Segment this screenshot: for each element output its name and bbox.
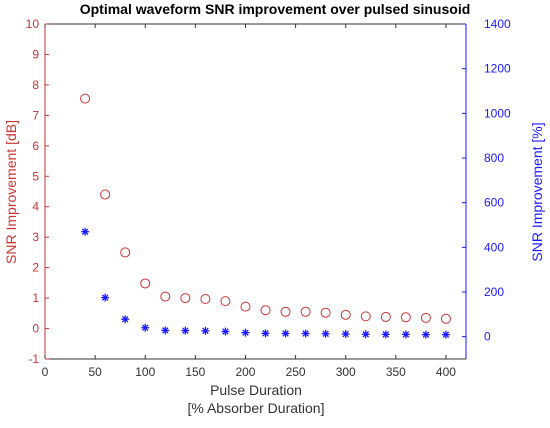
data-point-db [260,305,271,316]
y-tick-label-right: 1000 [484,106,511,120]
y-tick-label-left: 9 [32,47,39,61]
y-axis-label-right: SNR Improvement [%] [529,122,545,261]
data-point-percent [341,329,350,338]
data-point-percent [241,328,250,337]
y-tick-label-right: 800 [484,151,504,165]
y-tick-label-left: 3 [32,230,39,244]
x-tick-label: 50 [88,365,102,379]
data-point-db [320,307,331,318]
plot-area [45,24,466,359]
data-point-db [420,312,431,323]
data-point-db [440,313,451,324]
data-point-percent [141,323,150,332]
data-point-db [400,312,411,323]
y-tick-label-left: 4 [32,200,39,214]
data-point-db [340,309,351,320]
data-point-db [100,189,111,200]
data-point-percent [381,330,390,339]
data-point-percent [401,330,410,339]
y-tick-label-left: 7 [32,108,39,122]
y-tick-label-right: 200 [484,285,504,299]
data-point-db [240,301,251,312]
y-tick-label-left: 10 [26,17,40,31]
y-tick-label-left: -1 [28,352,39,366]
data-point-percent [101,293,110,302]
data-point-db [360,311,371,322]
x-axis-label: Pulse Duration [210,382,302,398]
x-tick-label: 350 [386,365,406,379]
data-point-db [180,293,191,304]
x-tick-label: 250 [286,365,306,379]
x-axis-label-unit: [% Absorber Duration] [188,400,325,416]
data-point-db [120,247,131,258]
data-point-db [160,291,171,302]
y-tick-label-right: 1200 [484,62,511,76]
x-tick-label: 0 [42,365,49,379]
data-point-percent [201,326,210,335]
y-tick-label-right: 0 [484,330,491,344]
data-point-db [280,306,291,317]
data-point-db [200,294,211,305]
chart-title: Optimal waveform SNR improvement over pu… [80,1,471,17]
y-tick-label-right: 600 [484,196,504,210]
data-point-percent [261,329,270,338]
x-tick-label: 150 [185,365,205,379]
y-tick-label-left: 0 [32,322,39,336]
data-point-db [300,306,311,317]
y-tick-label-left: 2 [32,261,39,275]
data-point-db [220,296,231,307]
x-tick-label: 100 [135,365,155,379]
data-point-db [80,93,91,104]
data-point-percent [181,326,190,335]
x-tick-label: 400 [436,365,456,379]
x-tick-label: 200 [235,365,255,379]
x-tick-label: 300 [336,365,356,379]
data-point-percent [81,227,90,236]
y-tick-label-left: 8 [32,78,39,92]
y-tick-label-left: 6 [32,139,39,153]
data-point-percent [221,327,230,336]
data-point-percent [121,315,130,324]
y-tick-label-right: 1400 [484,17,511,31]
data-point-percent [441,330,450,339]
y-axis-label-left: SNR Improvement [dB] [3,120,19,264]
y-tick-label-left: 1 [32,291,39,305]
data-point-percent [321,329,330,338]
data-point-percent [281,329,290,338]
data-point-percent [421,330,430,339]
y-tick-label-right: 400 [484,240,504,254]
data-point-percent [301,329,310,338]
data-point-percent [361,330,370,339]
data-point-db [380,311,391,322]
data-point-percent [161,326,170,335]
data-point-db [140,278,151,289]
y-tick-label-left: 5 [32,169,39,183]
